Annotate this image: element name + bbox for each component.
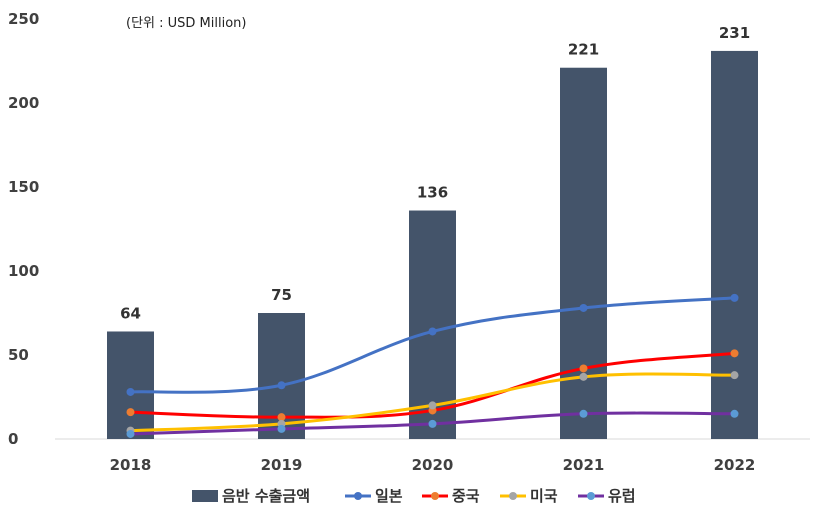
unit-note: (단위 : USD Million) bbox=[126, 16, 246, 31]
bar-2018 bbox=[107, 331, 154, 439]
series-point bbox=[126, 387, 135, 396]
legend-swatch-marker bbox=[587, 492, 595, 500]
legend-label: 미국 bbox=[530, 487, 558, 505]
legend-item-bar: 음반 수출금액 bbox=[192, 487, 310, 505]
y-tick-label: 250 bbox=[8, 10, 39, 28]
series-point bbox=[730, 293, 739, 302]
bar-data-label: 75 bbox=[271, 286, 292, 304]
legend-item-line: 유럽 bbox=[578, 487, 636, 505]
series-point bbox=[730, 409, 739, 418]
series-point bbox=[126, 408, 135, 417]
line-series-3 bbox=[126, 409, 739, 438]
series-point bbox=[277, 381, 286, 390]
bar-data-label: 221 bbox=[568, 41, 599, 59]
series-point bbox=[579, 372, 588, 381]
y-tick-label: 50 bbox=[8, 346, 29, 364]
legend-swatch-bar bbox=[192, 490, 218, 502]
series-point bbox=[579, 409, 588, 418]
series-point bbox=[277, 413, 286, 422]
line-series-0 bbox=[126, 293, 739, 396]
legend-item-line: 일본 bbox=[345, 487, 403, 505]
legend-item-line: 중국 bbox=[422, 487, 480, 505]
bar-2020 bbox=[409, 210, 456, 439]
line-series bbox=[126, 293, 739, 438]
y-tick-labels: 0 50 100 150 200 250 bbox=[8, 10, 39, 448]
legend-label: 일본 bbox=[375, 487, 403, 505]
legend: 음반 수출금액 일본 중국 미국 유럽 bbox=[192, 487, 636, 505]
y-tick-label: 150 bbox=[8, 178, 39, 196]
y-tick-label: 0 bbox=[8, 430, 18, 448]
series-point bbox=[730, 371, 739, 380]
legend-label: 유럽 bbox=[608, 487, 636, 505]
series-point bbox=[126, 429, 135, 438]
series-point bbox=[730, 349, 739, 358]
x-tick-label: 2019 bbox=[261, 456, 303, 474]
legend-item-line: 미국 bbox=[500, 487, 558, 505]
bar-series bbox=[107, 50, 758, 440]
bar-data-label: 136 bbox=[417, 184, 448, 202]
legend-label: 중국 bbox=[452, 487, 480, 505]
y-tick-label: 200 bbox=[8, 94, 39, 112]
bar-2022 bbox=[711, 50, 758, 440]
series-point bbox=[277, 424, 286, 433]
series-point bbox=[428, 419, 437, 428]
bar-data-label: 231 bbox=[719, 24, 750, 42]
bar-data-label: 64 bbox=[120, 304, 141, 322]
series-point bbox=[428, 327, 437, 336]
x-tick-label: 2022 bbox=[714, 456, 756, 474]
legend-swatch-marker bbox=[509, 492, 517, 500]
x-tick-label: 2018 bbox=[110, 456, 152, 474]
series-point bbox=[579, 303, 588, 312]
bar-data-labels: 64 75 136 221 231 bbox=[120, 24, 750, 323]
x-tick-label: 2020 bbox=[412, 456, 454, 474]
series-point bbox=[428, 401, 437, 410]
x-tick-label: 2021 bbox=[563, 456, 605, 474]
legend-swatch-marker bbox=[354, 492, 362, 500]
bar-2021 bbox=[560, 67, 607, 439]
legend-label: 음반 수출금액 bbox=[222, 487, 310, 505]
y-tick-label: 100 bbox=[8, 262, 39, 280]
series-point bbox=[579, 364, 588, 373]
legend-swatch-marker bbox=[431, 492, 439, 500]
x-tick-labels: 2018 2019 2020 2021 2022 bbox=[110, 456, 756, 474]
